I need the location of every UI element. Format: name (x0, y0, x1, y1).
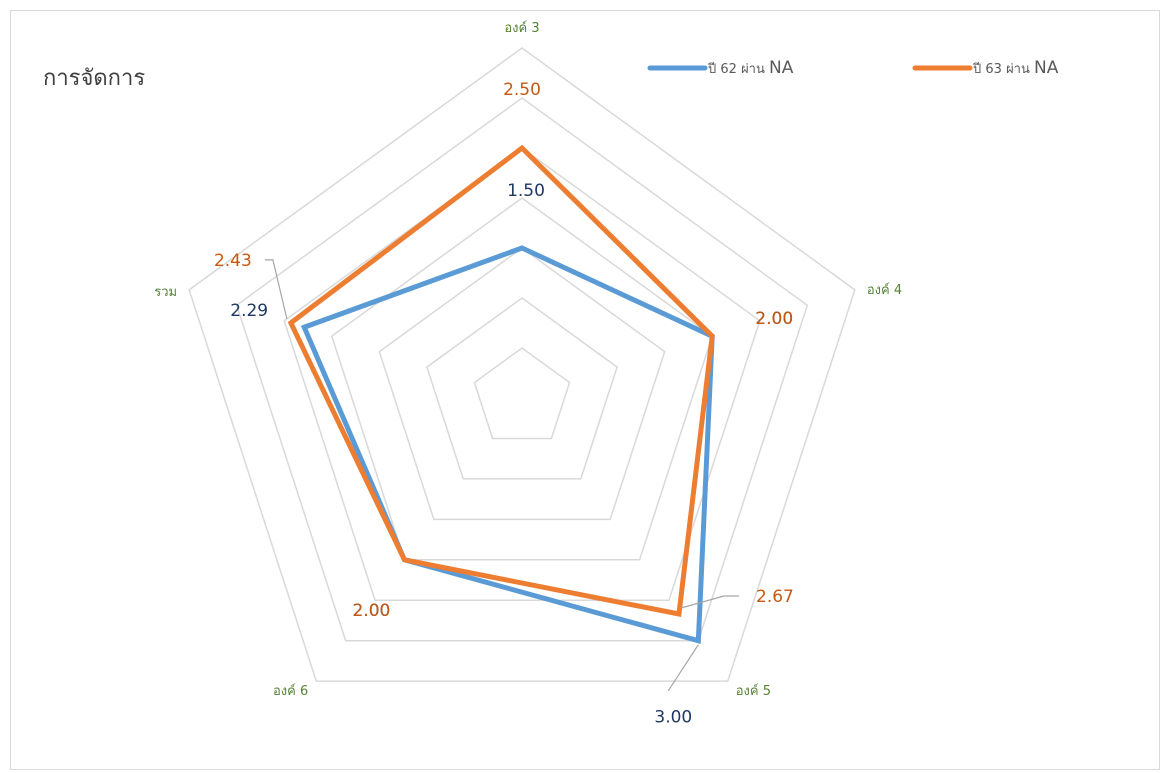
grid-ring (188, 47, 856, 682)
data-label: 2.43 (214, 251, 252, 271)
data-label: 2.00 (353, 601, 391, 621)
grid-ring (235, 97, 809, 642)
grid-ring (330, 197, 714, 561)
series-line-1 (287, 144, 715, 617)
axis-label: องค์ 4 (867, 282, 902, 298)
data-label: 2.00 (755, 309, 793, 329)
data-label: 2.29 (230, 301, 268, 321)
data-label: 2.67 (756, 587, 794, 607)
series-line-0 (300, 245, 715, 644)
leader-line (667, 644, 699, 692)
data-label: 1.50 (507, 181, 545, 201)
data-label: 2.00 (353, 601, 391, 621)
data-label: 2.00 (755, 309, 793, 329)
data-label: 2.50 (503, 80, 541, 100)
leader-line (680, 595, 739, 609)
chart-area (10, 10, 1160, 770)
leader-line (264, 259, 288, 320)
axis-label: องค์ 5 (736, 683, 771, 699)
grid-ring (473, 347, 571, 440)
grid-ring (283, 147, 761, 602)
chart-title: การจัดการ (43, 66, 146, 91)
data-label: 3.00 (654, 708, 692, 728)
legend-label: ปี 63 ผ่าน NA (972, 58, 1059, 78)
axis-label: องค์ 3 (504, 20, 539, 36)
axis-label: องค์ 6 (273, 683, 308, 699)
legend-label: ปี 62 ผ่าน NA (707, 58, 794, 78)
axis-label: รวม (154, 285, 177, 300)
grid-ring (378, 247, 666, 521)
grid-ring (426, 297, 618, 480)
